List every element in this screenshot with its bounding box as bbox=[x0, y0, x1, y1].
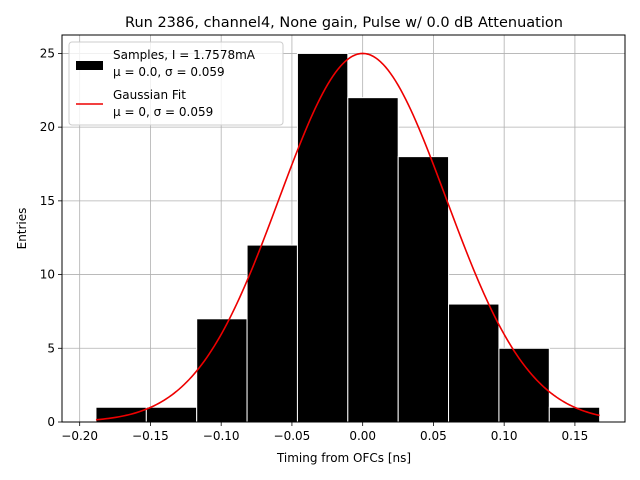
legend-samples-swatch bbox=[76, 61, 103, 70]
histogram-bar bbox=[296, 52, 349, 423]
legend: Samples, I = 1.7578mA μ = 0.0, σ = 0.059… bbox=[68, 41, 284, 126]
x-tick-label: −0.15 bbox=[132, 429, 169, 443]
y-tick-label: 5 bbox=[47, 341, 55, 355]
gaussian-fit-curve bbox=[95, 52, 600, 421]
y-tick-label: 25 bbox=[40, 46, 55, 60]
x-tick-label: −0.20 bbox=[61, 429, 98, 443]
y-tick-label: 10 bbox=[40, 268, 55, 282]
y-axis-label: Entries bbox=[15, 208, 29, 250]
legend-frame bbox=[68, 41, 284, 126]
histogram-bar bbox=[246, 244, 298, 423]
legend-fit-label-line1: Gaussian Fit bbox=[113, 88, 186, 102]
y-tick-label: 15 bbox=[40, 194, 55, 208]
y-tick-label: 0 bbox=[47, 415, 55, 429]
histogram-bar bbox=[397, 156, 450, 423]
x-tick-label: 0.05 bbox=[420, 429, 447, 443]
y-tick-label: 20 bbox=[40, 120, 55, 134]
y-axis-ticks: 0 5 10 15 20 25 bbox=[40, 46, 62, 429]
histogram-bar bbox=[448, 303, 500, 423]
histogram-bar bbox=[347, 97, 399, 423]
x-tick-label: −0.10 bbox=[203, 429, 240, 443]
legend-fit-label-line2: μ = 0, σ = 0.059 bbox=[113, 105, 213, 119]
legend-samples-label-line2: μ = 0.0, σ = 0.059 bbox=[113, 65, 225, 79]
plot-frame bbox=[61, 34, 626, 423]
histogram-bars bbox=[95, 52, 601, 423]
histogram-bar bbox=[145, 406, 198, 423]
x-tick-label: 0.00 bbox=[349, 429, 376, 443]
legend-samples-label-line1: Samples, I = 1.7578mA bbox=[113, 48, 256, 62]
x-tick-label: 0.15 bbox=[562, 429, 589, 443]
x-tick-label: 0.10 bbox=[491, 429, 518, 443]
histogram-bar bbox=[548, 406, 601, 423]
chart-title: Run 2386, channel4, None gain, Pulse w/ … bbox=[125, 15, 563, 31]
x-axis-ticks: −0.20 −0.15 −0.10 −0.05 0.00 0.05 0.10 0.15 bbox=[61, 422, 588, 443]
x-axis-label: Timing from OFCs [ns] bbox=[276, 451, 411, 465]
x-tick-label: −0.05 bbox=[274, 429, 311, 443]
